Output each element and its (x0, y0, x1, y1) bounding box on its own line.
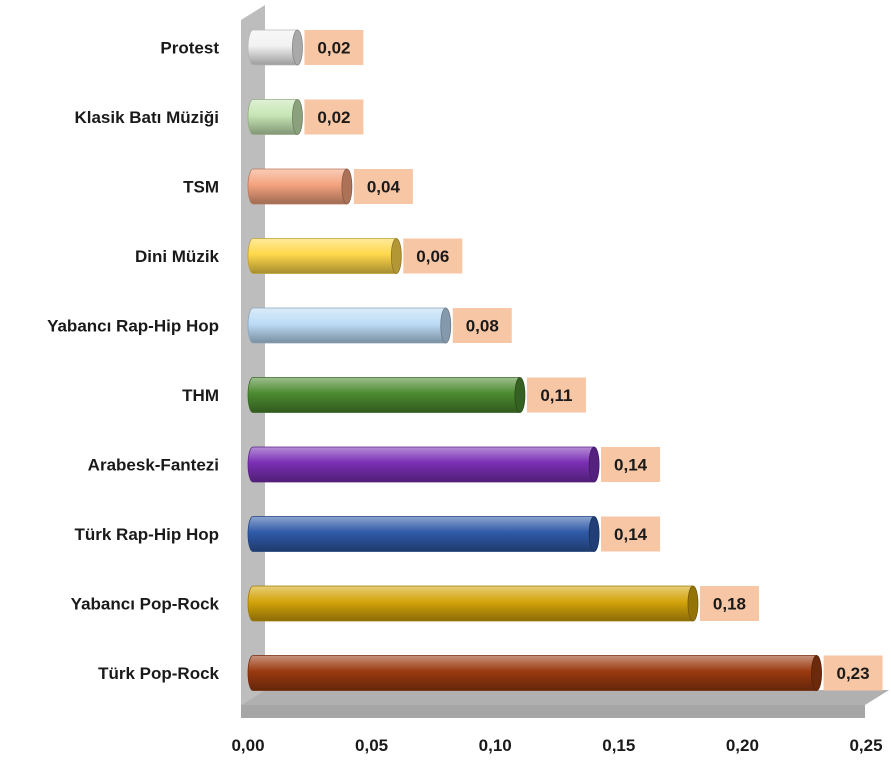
chart-floor-edge (241, 705, 865, 718)
chart-floor (241, 690, 889, 705)
bar-t-rk-rap-hip-hop (247, 516, 595, 552)
value-label: 0,14 (614, 456, 648, 475)
value-label-box (403, 238, 463, 274)
value-label: 0,08 (466, 317, 499, 336)
value-labels: 0,02 0,02 0,04 0,06 0,08 0,11 0,14 0,14 0,18 0,23 (304, 30, 883, 691)
bar-cap-t-rk-rap-hip-hop (588, 516, 600, 552)
category-label: Klasik Batı Müziği (74, 108, 219, 127)
category-label: Yabancı Rap-Hip Hop (47, 317, 219, 336)
value-label-box (601, 516, 661, 552)
bar-cap-arabesk-fantezi (588, 446, 600, 483)
category-label: Arabesk-Fantezi (88, 456, 219, 475)
value-label: 0,23 (837, 664, 870, 683)
bar-arabesk-fantezi (247, 446, 595, 483)
value-label: 0,11 (540, 386, 572, 405)
bar-tsm (247, 168, 348, 205)
x-tick-label: 0,00 (231, 736, 264, 755)
bar-klasik-bat-m-zi-i (247, 99, 298, 135)
bar-yabanc-rap-hip-hop (247, 307, 447, 344)
value-label-box (304, 99, 364, 135)
x-tick-label: 0,20 (726, 736, 759, 755)
value-label: 0,18 (713, 595, 746, 614)
bar-cap-yabanc-pop-rock (687, 585, 699, 622)
bar-thm (247, 377, 521, 413)
bar-cap-dini-m-zik (390, 238, 402, 274)
x-tick-label: 0,05 (355, 736, 388, 755)
x-axis-ticks: 0,00 0,05 0,10 0,15 0,20 0,25 (231, 736, 882, 755)
x-tick-label: 0,25 (849, 736, 882, 755)
bars-group (247, 29, 822, 691)
bar-cap-thm (514, 377, 526, 413)
x-tick-label: 0,15 (602, 736, 635, 755)
value-label-box (823, 655, 883, 691)
value-label-box (452, 308, 512, 343)
value-label-box (304, 30, 364, 65)
category-label: Türk Pop-Rock (98, 664, 219, 683)
category-label: Yabancı Pop-Rock (71, 595, 220, 614)
bar-cap-tsm (341, 168, 353, 205)
category-label: Protest (160, 39, 219, 58)
category-label: Dini Müzik (135, 247, 220, 266)
value-label-box (601, 447, 661, 482)
bar-yabanc-pop-rock (247, 585, 694, 622)
value-label-box (699, 586, 759, 621)
bar-dini-m-zik (247, 238, 397, 274)
x-tick-label: 0,10 (479, 736, 512, 755)
value-label: 0,04 (367, 178, 401, 197)
bar-cap-yabanc-rap-hip-hop (440, 307, 452, 344)
value-label: 0,06 (416, 247, 449, 266)
category-label: THM (182, 386, 219, 405)
value-label: 0,02 (317, 39, 350, 58)
value-label: 0,02 (317, 108, 350, 127)
value-label-box (353, 169, 413, 204)
category-labels: Protest Klasik Batı Müziği TSM Dini Müzik Ya… (47, 39, 219, 684)
bar-cap-t-rk-pop-rock (811, 655, 822, 691)
bar-cap-klasik-bat-m-zi-i (292, 99, 303, 135)
value-label: 0,14 (614, 525, 648, 544)
bar-cap-protest (292, 29, 303, 66)
category-label: Türk Rap-Hip Hop (75, 525, 220, 544)
value-label-box (526, 377, 586, 413)
bar-t-rk-pop-rock (247, 655, 817, 691)
bar-protest (247, 29, 298, 66)
category-label: TSM (183, 178, 219, 197)
